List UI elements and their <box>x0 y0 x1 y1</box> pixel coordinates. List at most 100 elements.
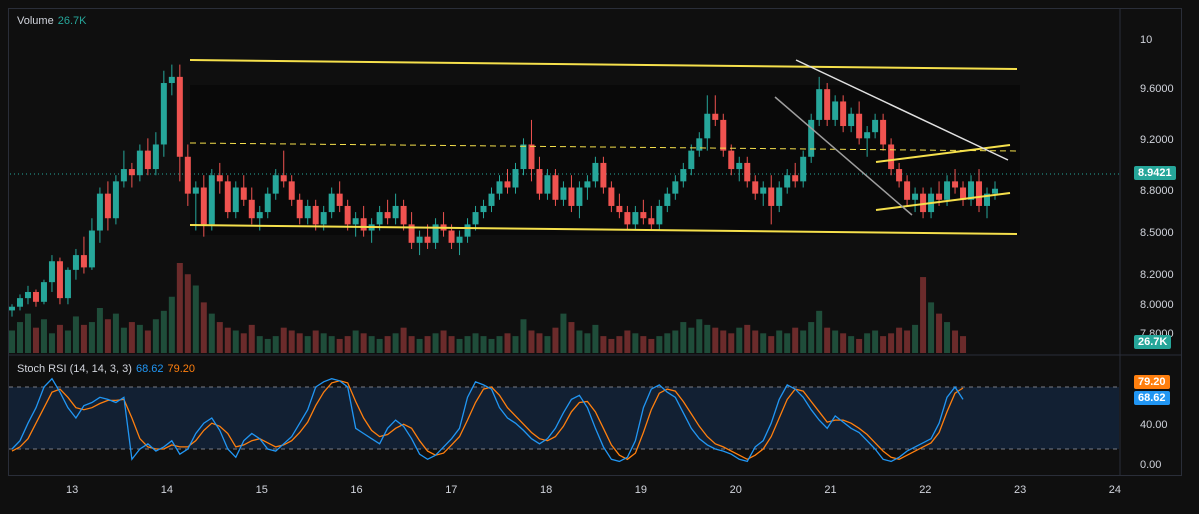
candle-body <box>936 193 943 200</box>
volume-bar <box>352 330 359 353</box>
volume-bar <box>496 336 503 353</box>
volume-bar <box>376 338 383 353</box>
volume-bar <box>712 327 719 353</box>
volume-bar <box>240 333 247 353</box>
stoch-rsi-tick-label: 40.00 <box>1140 419 1168 431</box>
candle-body <box>856 113 863 139</box>
volume-bar <box>456 338 463 353</box>
stoch-rsi-legend[interactable]: Stoch RSI (14, 14, 3, 3) 68.62 79.20 <box>17 363 195 375</box>
volume-bar <box>704 324 711 353</box>
candle-body <box>304 205 311 219</box>
volume-bar <box>800 330 807 353</box>
price-tick-label: 9.2000 <box>1140 134 1174 146</box>
candle-body <box>816 89 823 120</box>
candle-body <box>72 255 79 270</box>
candle-body <box>216 175 223 182</box>
candle-body <box>800 156 807 182</box>
price-tick-label: 8.2000 <box>1140 269 1174 281</box>
volume-bar <box>104 319 111 353</box>
volume-bar <box>208 313 215 353</box>
volume-bar <box>400 327 407 353</box>
candle-body <box>448 230 455 243</box>
candle-body <box>96 193 103 231</box>
volume-bar <box>256 336 263 353</box>
volume-bar <box>9 330 15 353</box>
candle-body <box>776 187 783 206</box>
candle-body <box>848 113 855 127</box>
candle-body <box>608 187 615 206</box>
stoch-rsi-band <box>9 387 1119 449</box>
volume-bar <box>112 313 119 353</box>
candle-body <box>600 162 607 188</box>
candle-body <box>736 162 743 170</box>
candle-body <box>696 138 703 151</box>
candle-body <box>712 113 719 120</box>
volume-bar <box>576 330 583 353</box>
volume-bar <box>560 313 567 353</box>
candle-body <box>320 212 327 225</box>
volume-bar <box>72 316 79 353</box>
candle-body <box>24 291 31 299</box>
candle-body <box>480 205 487 213</box>
stoch-rsi-tick-label: 0.00 <box>1140 459 1162 471</box>
volume-bar <box>200 302 207 353</box>
candle-body <box>624 212 631 225</box>
time-tick-label: 20 <box>729 484 742 496</box>
volume-bar <box>144 330 151 353</box>
candle-body <box>872 119 879 133</box>
stoch-rsi-d-line <box>11 380 964 461</box>
volume-legend[interactable]: Volume 26.7K <box>17 15 86 27</box>
volume-bar <box>32 327 39 353</box>
candle-body <box>264 193 271 213</box>
price-tick-label: 9.6000 <box>1140 83 1174 95</box>
volume-bar <box>368 336 375 353</box>
volume-bar <box>864 333 871 353</box>
candle-body <box>104 193 111 219</box>
price-tick-label: 7.8000 <box>1140 328 1174 337</box>
candle-body <box>496 181 503 194</box>
candle-body <box>256 212 263 219</box>
candle-body <box>272 175 279 194</box>
volume-bar <box>768 336 775 353</box>
volume-bar <box>872 330 879 353</box>
stoch-rsi-label: Stoch RSI (14, 14, 3, 3) <box>17 363 132 375</box>
volume-bar <box>896 327 903 353</box>
volume-bar <box>848 336 855 353</box>
volume-bar <box>16 322 23 353</box>
volume-bar <box>904 330 911 353</box>
candle-body <box>296 199 303 219</box>
candle-body <box>248 199 255 219</box>
channel-mid-line <box>189 142 1018 152</box>
candle-body <box>744 162 751 182</box>
volume-bar <box>632 333 639 353</box>
volume-bar <box>336 338 343 353</box>
candle-body <box>512 169 519 188</box>
channel-bottom-line <box>189 224 1018 235</box>
volume-bar <box>520 319 527 353</box>
price-tick-label: 10 <box>1140 34 1153 46</box>
volume-bar <box>448 336 455 353</box>
candle-body <box>944 181 951 200</box>
volume-bar <box>64 330 71 353</box>
volume-bar <box>480 336 487 353</box>
volume-bar <box>56 324 63 353</box>
volume-label: Volume <box>17 15 54 27</box>
time-tick-label: 21 <box>824 484 837 496</box>
candle-body <box>632 212 639 225</box>
candle-body <box>360 218 367 231</box>
candle-body <box>40 282 47 302</box>
price-tick-label: 8.5000 <box>1140 227 1174 239</box>
candle-body <box>472 212 479 225</box>
volume-bar <box>840 333 847 353</box>
candle-body <box>200 187 207 225</box>
volume-value: 26.7K <box>57 15 87 27</box>
candle-body <box>760 187 767 194</box>
candle-body <box>960 187 967 200</box>
time-tick-label: 22 <box>919 484 932 496</box>
candle-body <box>352 218 359 225</box>
candle-body <box>376 212 383 225</box>
volume-bar <box>288 330 295 353</box>
volume-bar <box>624 330 631 353</box>
